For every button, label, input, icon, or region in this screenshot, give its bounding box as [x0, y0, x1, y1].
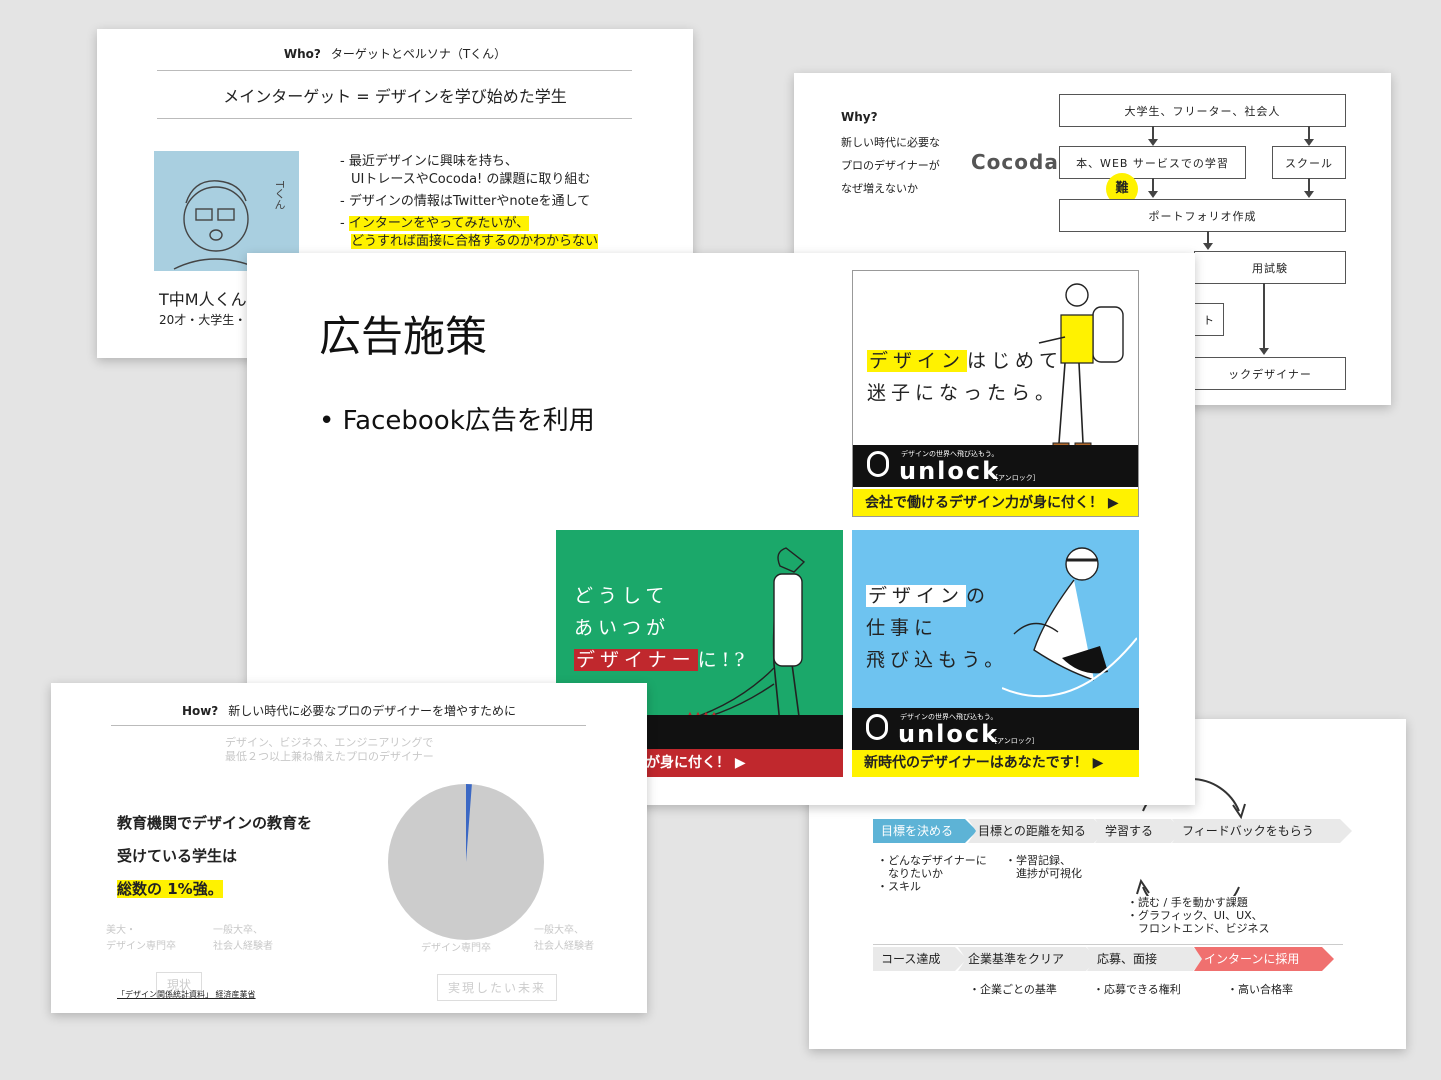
bullet-list: - 最近デザインに興味を持ち、 UIトレースやCocoda! の課題に取り組む …: [340, 153, 599, 251]
persona-sketch-icon: [173, 180, 261, 270]
ad-tagline: デザインの世界へ飛び込もう。: [901, 450, 999, 458]
cocoda-logo: Cocoda!: [971, 150, 1069, 174]
note-criteria: ・企業ごとの基準: [969, 983, 1057, 996]
ad-brand-sub: ［アンロック］: [991, 474, 1040, 482]
slide-how: How? 新しい時代に必要なプロのデザイナーを増やすために デザイン、ビジネス、エ…: [51, 683, 647, 1013]
who-tag: Who?: [283, 47, 321, 61]
faint-button-future: 実現したい未来: [437, 974, 558, 1001]
ad-cta[interactable]: 会社で働けるデザイン力が身に付く！ ▶: [853, 489, 1138, 516]
how-title: 新しい時代に必要なプロのデザイナーを増やすために: [228, 704, 517, 718]
faint-right: デザイン専門卒: [421, 943, 491, 954]
list-item: - 最近デザインに興味を持ち、: [340, 154, 518, 169]
persona-sub: 20才・大学生・: [159, 313, 247, 327]
arrow-down-icon: [1259, 348, 1269, 355]
ad-brand: unlock: [898, 720, 1000, 748]
connector: [1308, 126, 1310, 142]
flow-box-school: スクール: [1272, 146, 1346, 179]
connector: [1152, 126, 1154, 142]
connector: [1308, 178, 1310, 194]
step-set-goal: 目標を決める: [873, 819, 977, 843]
list-item: - インターンをやってみたいが、: [340, 216, 530, 231]
flow-box-top: 大学生、フリーター、社会人: [1059, 94, 1346, 127]
step-feedback: フィードバックをもらう: [1172, 819, 1352, 843]
flow-box-part: ト: [1194, 303, 1224, 336]
ad-headline: デザイン はじめて 迷子になったら。: [867, 350, 1064, 404]
faint-caption: デザイン、ビジネス、エンジニアリングで 最低２つ以上兼ね備えたプロのデザイナー: [225, 736, 434, 763]
page-title: 広告施策: [319, 312, 488, 361]
faint-left: 美大・ デザイン専門卒: [106, 925, 176, 952]
notes-learn: ・読む / 手を動かす課題 ・グラフィック、UI、UX、 フロントエンド、ビジネス: [1127, 896, 1270, 935]
step-learn: 学習する: [1095, 819, 1183, 843]
slide-header: How? 新しい時代に必要なプロのデザイナーを増やすために: [51, 702, 647, 719]
arrow-down-icon: [1304, 139, 1314, 146]
flow-box-exam: 用試験: [1194, 251, 1346, 284]
swimmer-illustration-icon: [1002, 547, 1137, 698]
pie-slice-educated: [466, 784, 472, 862]
main-target: メインターゲット = デザインを学び始めた学生: [223, 87, 567, 106]
who-title: ターゲットとペルソナ（Tくん）: [330, 47, 507, 61]
arrow-down-icon: [1304, 191, 1314, 198]
flow-box-portfolio: ポートフォリオ作成: [1059, 199, 1346, 232]
ad-banner-dino[interactable]: どうして あいつが デザイナーに!? 飛び込もう。 ck ［アンロック］ るデザ…: [556, 530, 843, 777]
divider: [157, 118, 632, 119]
flow-box-result: ックデザイナー: [1194, 357, 1346, 390]
notes-distance: ・学習記録、 進捗が可視化: [1005, 854, 1082, 880]
list-item: どうすれば面接に合格するのかわからない: [351, 234, 599, 249]
notes-goal: ・どんなデザイナーに なりたいか ・スキル: [877, 854, 987, 893]
lock-icon: [866, 714, 888, 740]
ad-tagline: デザインの世界へ飛び込もう。: [900, 713, 998, 721]
slide-header: Who? ターゲットとペルソナ（Tくん）: [97, 45, 693, 62]
list-item: - デザインの情報はTwitterやnoteを通して: [340, 194, 591, 209]
lock-icon: [867, 451, 889, 477]
stat-text: 教育機関でデザインの教育を 受けている学生は 総数の 1%強。: [117, 814, 313, 898]
how-tag: How?: [181, 704, 219, 718]
why-tag: Why?: [841, 110, 878, 124]
step-measure-distance: 目標との距離を知る: [968, 819, 1106, 843]
note-right: ・応募できる権利: [1093, 983, 1181, 996]
divider: [111, 725, 586, 726]
ad-headline: デザインの 仕事に 飛び込もう。: [866, 585, 1009, 671]
faint-right-2: 一般大卒、 社会人経験者: [534, 925, 594, 952]
ad-cta[interactable]: 新時代のデザイナーはあなたです！ ▶: [852, 750, 1139, 777]
divider: [873, 944, 1343, 945]
step-course-complete: コース達成: [873, 947, 967, 971]
flow-box-learn: 本、WEB サービスでの学習: [1059, 146, 1246, 179]
faint-mid: 一般大卒、 社会人経験者: [213, 925, 273, 952]
note-pass-rate: ・高い合格率: [1227, 983, 1293, 996]
connector: [1207, 231, 1209, 245]
slide-process: 目標を決める 目標との距離を知る 学習する フィードバックをもらう ・どんなデザ…: [809, 719, 1406, 1049]
faint-button-now: 現状: [156, 972, 203, 997]
ad-banner-lost[interactable]: デザイン はじめて 迷子になったら。 デザインの世界へ飛び込もう。 unlock …: [852, 270, 1139, 517]
step-clear-criteria: 企業基準をクリア: [958, 947, 1098, 971]
arrow-down-icon: [1148, 139, 1158, 146]
arrow-down-icon: [1203, 243, 1213, 250]
ad-banner-swimmer[interactable]: デザインの 仕事に 飛び込もう。 デザインの世界へ飛び込もう。 unlock ［…: [852, 530, 1139, 777]
arrow-down-icon: [1148, 191, 1158, 198]
dinosaur-costume-icon: [676, 547, 806, 725]
connector: [1152, 178, 1154, 194]
main-bullet: • Facebook広告を利用: [319, 406, 595, 436]
ad-brand-bar: デザインの世界へ飛び込もう。 unlock ［アンロック］: [853, 445, 1138, 487]
source-note: 「デザイン関係統計資料」 経済産業省: [117, 990, 256, 999]
note-text: Tくん: [273, 181, 286, 210]
why-text: 新しい時代に必要な プロのデザイナーが なぜ増えないか: [841, 136, 940, 195]
step-hired-intern: インターンに採用: [1194, 947, 1334, 971]
persona-name: T中M人くん: [159, 290, 247, 309]
ad-brand-bar: デザインの世界へ飛び込もう。 unlock ［アンロック］: [852, 708, 1139, 750]
divider: [157, 70, 632, 71]
pie-chart: [388, 784, 544, 940]
persona-sticky-note: Tくん: [154, 151, 299, 271]
connector: [1263, 283, 1265, 349]
ad-brand-sub: ［アンロック］: [990, 737, 1039, 745]
list-item: UIトレースやCocoda! の課題に取り組む: [351, 172, 591, 187]
ad-headline: どうして あいつが デザイナー に!?: [574, 585, 750, 671]
ad-brand: unlock: [899, 457, 1001, 485]
step-apply-interview: 応募、面接: [1087, 947, 1205, 971]
